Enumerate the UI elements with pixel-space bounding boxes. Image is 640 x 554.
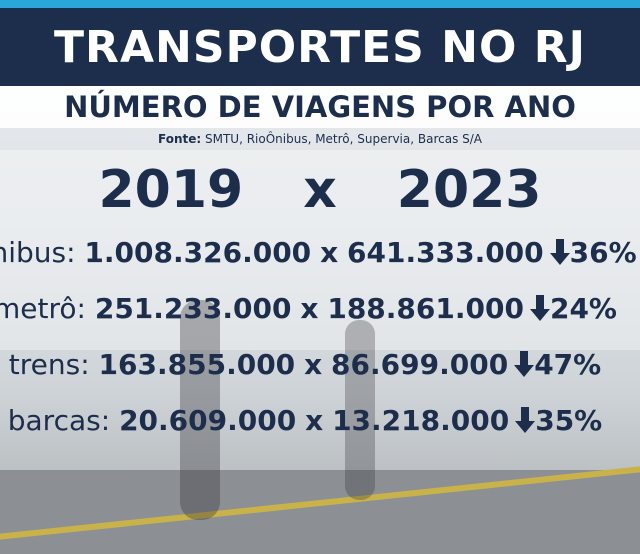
value-2023: 641.333.000 — [347, 236, 544, 269]
year: 2019 — [98, 160, 244, 220]
change: 35% — [535, 404, 603, 437]
separator: x — [320, 236, 339, 269]
down-arrow — [514, 351, 535, 377]
value-2023: 188.861.000 — [327, 292, 524, 325]
subtitle: NÚMERO DE VIAGENS POR ANO — [64, 90, 576, 124]
value-2023: 86.699.000 — [331, 348, 509, 381]
value-2019: 163.855.000 — [98, 348, 296, 381]
silhouette — [345, 320, 375, 500]
separator: x — [300, 292, 319, 325]
row: metrô: 251.233.000 x 188.861.000 24% — [0, 292, 640, 325]
source-text: SMTU, RioÔnibus, Metrô, Supervia, Barcas… — [204, 132, 482, 146]
separator: x — [303, 160, 337, 220]
row-label: trens: — [8, 348, 90, 381]
backdrop — [0, 150, 640, 350]
value-2019: 1.008.326.000 — [84, 236, 312, 269]
row: trens: 163.855.000 x 86.699.000 47% — [0, 348, 640, 381]
change: 47% — [534, 348, 602, 381]
row: barcas: 20.609.000 x 13.218.000 35% — [0, 404, 640, 437]
value-2019: 251.233.000 — [94, 292, 292, 325]
source: Fonte: SMTU, RioÔnibus, Metrô, Supervia,… — [0, 132, 640, 146]
title-bar: TRANSPORTES NO RJ — [0, 8, 640, 86]
down-arrow — [549, 239, 570, 265]
years: 2019 x 2023 — [0, 160, 640, 220]
down-arrow — [515, 407, 536, 433]
value-2023: 13.218.000 — [332, 404, 510, 437]
row-label: ônibus: — [0, 236, 76, 269]
row: ônibus: 1.008.326.000 x 641.333.000 36% — [0, 236, 640, 269]
subtitle-bar: NÚMERO DE VIAGENS POR ANO — [0, 86, 640, 128]
down-arrow — [529, 295, 550, 321]
source-label: Fonte: — [157, 132, 202, 146]
platform — [0, 470, 640, 554]
silhouette — [180, 300, 220, 520]
year: 2023 — [396, 160, 542, 220]
top-strip — [0, 0, 640, 8]
row-label: barcas: — [7, 404, 111, 437]
value-2019: 20.609.000 — [119, 404, 297, 437]
separator: x — [305, 404, 324, 437]
change: 36% — [569, 236, 637, 269]
row-label: metrô: — [0, 292, 86, 325]
separator: x — [304, 348, 323, 381]
change: 24% — [549, 292, 617, 325]
title: TRANSPORTES NO RJ — [54, 21, 586, 73]
